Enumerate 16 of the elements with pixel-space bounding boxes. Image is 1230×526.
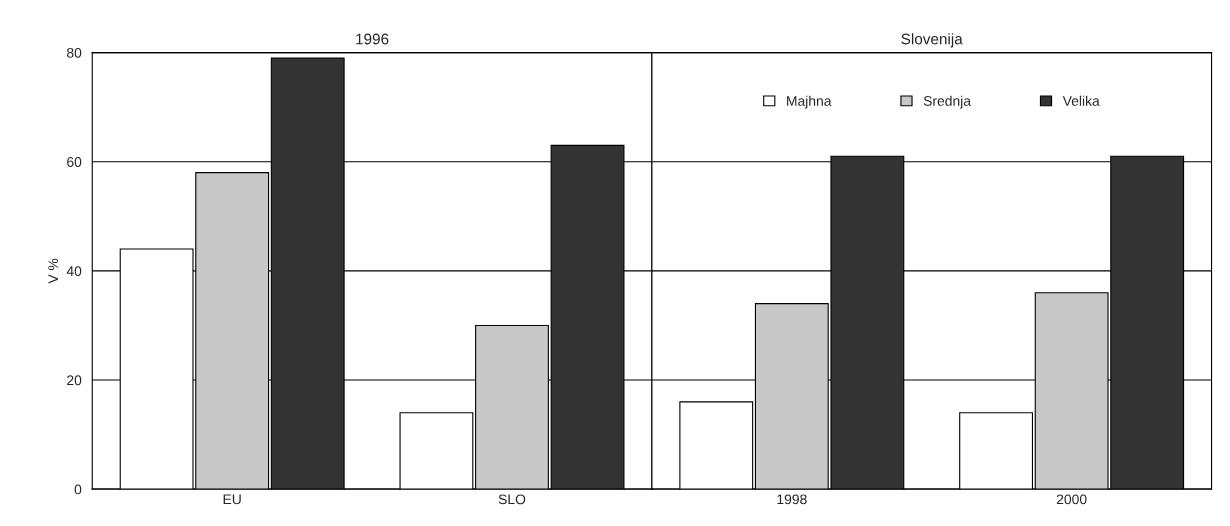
y-tick-label: 20 (67, 375, 82, 386)
chart-title: Slovenija (901, 33, 963, 48)
chart-title: 1996 (356, 33, 389, 45)
legend-label: Srednja (923, 95, 972, 109)
y-tick-label: 40 (66, 266, 82, 277)
y-tick-label: 80 (66, 47, 82, 58)
y-tick-label: 0 (74, 484, 82, 495)
x-tick-label: 2000 (1056, 494, 1087, 505)
x-tick-label: 1998 (777, 494, 807, 505)
x-tick-label: SLO (498, 494, 526, 505)
bar (399, 412, 474, 490)
x-tick-label: EU (223, 494, 241, 505)
y-tick-label: 60 (67, 157, 82, 167)
legend-label: Velika (1062, 95, 1100, 106)
y-axis-title: V % (48, 258, 59, 284)
legend-label: Majhna (787, 95, 832, 109)
